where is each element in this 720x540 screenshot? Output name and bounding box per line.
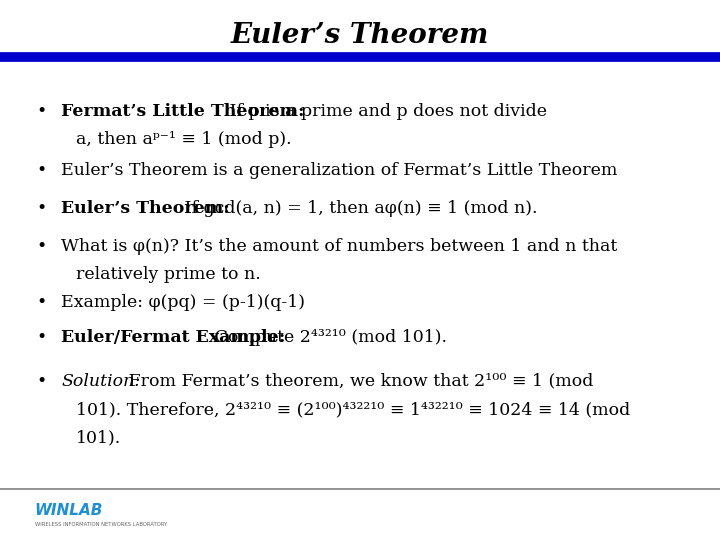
Text: What is φ(n)? It’s the amount of numbers between 1 and n that: What is φ(n)? It’s the amount of numbers… xyxy=(61,238,618,254)
Text: •: • xyxy=(36,329,46,346)
Text: •: • xyxy=(36,162,46,179)
Text: Fermat’s Little Theorem:: Fermat’s Little Theorem: xyxy=(61,103,305,119)
Text: WINLAB: WINLAB xyxy=(35,503,103,518)
Text: If gcd(a, n) = 1, then aφ(n) ≡ 1 (mod n).: If gcd(a, n) = 1, then aφ(n) ≡ 1 (mod n)… xyxy=(179,200,537,217)
Text: 101). Therefore, 2⁴³²¹⁰ ≡ (2¹⁰⁰)⁴³²²¹⁰ ≡ 1⁴³²²¹⁰ ≡ 1024 ≡ 14 (mod: 101). Therefore, 2⁴³²¹⁰ ≡ (2¹⁰⁰)⁴³²²¹⁰ ≡… xyxy=(76,401,630,418)
Text: Euler’s Theorem is a generalization of Fermat’s Little Theorem: Euler’s Theorem is a generalization of F… xyxy=(61,162,618,179)
Text: From Fermat’s theorem, we know that 2¹⁰⁰ ≡ 1 (mod: From Fermat’s theorem, we know that 2¹⁰⁰… xyxy=(123,373,593,389)
Text: Euler/Fermat Example:: Euler/Fermat Example: xyxy=(61,329,285,346)
Text: If p is a prime and p does not divide: If p is a prime and p does not divide xyxy=(224,103,547,119)
Text: Euler’s Theorem:: Euler’s Theorem: xyxy=(61,200,230,217)
Text: Compute 2⁴³²¹⁰ (mod 101).: Compute 2⁴³²¹⁰ (mod 101). xyxy=(209,329,447,346)
Text: Solution:: Solution: xyxy=(61,373,140,389)
Text: Example: φ(pq) = (p-1)(q-1): Example: φ(pq) = (p-1)(q-1) xyxy=(61,294,305,311)
Text: •: • xyxy=(36,200,46,217)
Text: •: • xyxy=(36,294,46,311)
Text: •: • xyxy=(36,238,46,254)
Text: 101).: 101). xyxy=(76,430,121,447)
Text: •: • xyxy=(36,103,46,119)
Text: relatively prime to n.: relatively prime to n. xyxy=(76,266,261,283)
Text: Euler’s Theorem: Euler’s Theorem xyxy=(231,22,489,49)
Text: WIRELESS INFORMATION NETWORKS LABORATORY: WIRELESS INFORMATION NETWORKS LABORATORY xyxy=(35,522,167,528)
Text: •: • xyxy=(36,373,46,389)
Text: a, then aᵖ⁻¹ ≡ 1 (mod p).: a, then aᵖ⁻¹ ≡ 1 (mod p). xyxy=(76,131,291,148)
